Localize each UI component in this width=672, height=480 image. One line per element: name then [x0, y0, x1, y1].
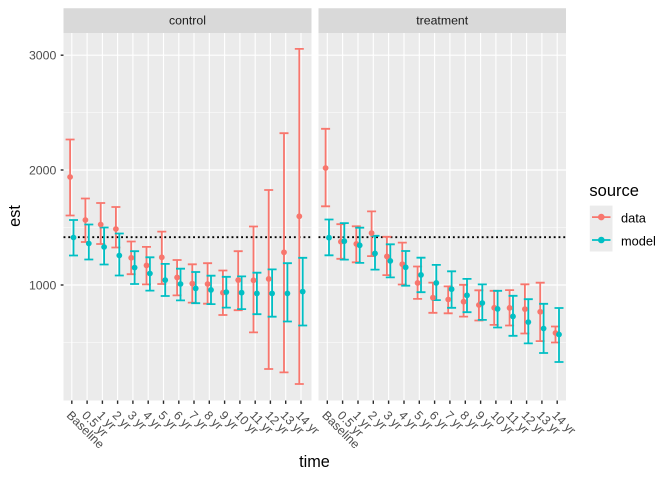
svg-text:time: time	[299, 453, 330, 471]
svg-text:model: model	[621, 234, 656, 249]
svg-text:data: data	[621, 210, 647, 225]
svg-text:treatment: treatment	[416, 14, 469, 28]
svg-text:3000: 3000	[29, 49, 57, 63]
svg-text:control: control	[169, 14, 206, 28]
svg-text:2000: 2000	[29, 163, 57, 177]
svg-text:1000: 1000	[29, 278, 57, 292]
svg-text:source: source	[589, 182, 639, 200]
svg-text:est: est	[6, 205, 24, 227]
